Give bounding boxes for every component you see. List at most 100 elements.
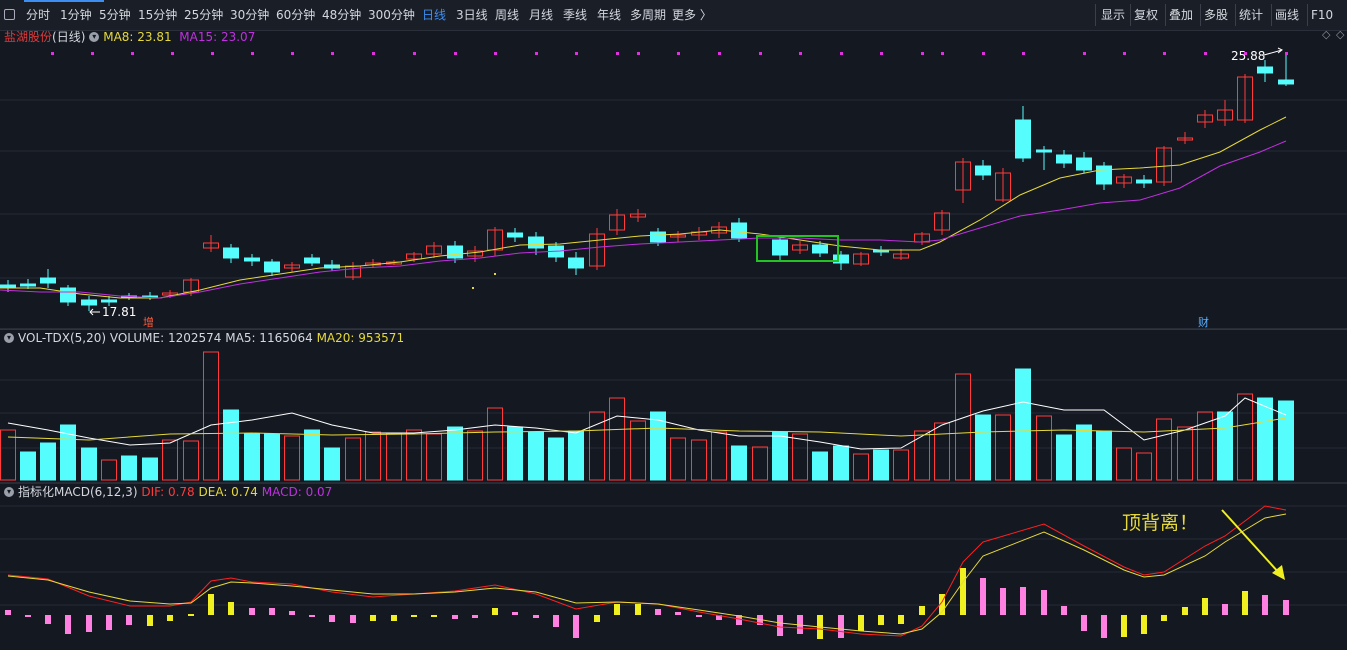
macd-bar-pink [736,615,742,625]
period-tab-9[interactable]: 日线 [422,8,447,22]
macd-bar-yellow [1242,591,1248,615]
volume-bar-up [0,429,16,481]
signal-dot [413,52,416,55]
macd-bar-pink [45,615,51,624]
candle-up [630,213,646,218]
active-underline [24,0,104,2]
toolbar-button-3[interactable]: 多股 [1204,8,1229,22]
signal-dot [51,52,54,55]
toolbar-separator [1307,4,1308,26]
period-tab-6[interactable]: 60分钟 [276,8,316,22]
period-tab-1[interactable]: 1分钟 [60,8,92,22]
period-tab-8[interactable]: 300分钟 [368,8,415,22]
vol-ma20-label: MA20: 953571 [316,331,405,345]
diamond-icon-2[interactable]: ◇ [1336,28,1345,41]
candle-down [1096,165,1112,185]
signal-dot [1123,52,1126,55]
volume-bar-up [284,435,300,481]
macd-bar-pink [777,615,783,636]
volume-panel-header: ▾ VOL-TDX(5,20) VOLUME: 1202574 MA5: 1165… [4,329,404,347]
ma15-label: MA15: 23.07 [179,30,256,44]
volume-bar-down [121,455,137,481]
vol-indicator-label: VOL-TDX(5,20) [18,331,107,345]
candle-up [609,214,625,231]
volume-bar-up [609,397,625,481]
volume-bar-down [812,451,828,481]
period-tab-16[interactable]: 更多 〉 [672,8,712,22]
macd-chart[interactable] [0,484,1347,650]
toolbar-button-4[interactable]: 统计 [1239,8,1264,22]
volume-bar-up [853,453,869,481]
menu-icon[interactable] [4,9,15,20]
toolbar-separator [1095,4,1096,26]
signal-dot [494,52,497,55]
candle-down [833,254,849,264]
macd-bar-pink [329,615,335,622]
macd-bar-pink [1000,588,1006,615]
chevron-down-icon[interactable]: ▾ [4,332,14,343]
candle-down [1257,66,1273,74]
divergence-annotation: 顶背离！ [1122,512,1199,534]
signal-dot [941,52,944,55]
period-tab-11[interactable]: 周线 [495,8,520,22]
candle-up [1237,76,1253,121]
period-tab-13[interactable]: 季线 [563,8,588,22]
period-tab-2[interactable]: 5分钟 [99,8,131,22]
macd-bar-pink [289,611,295,615]
dea-label: DEA: 0.74 [198,485,258,499]
period-tab-15[interactable]: 多周期 [630,8,667,22]
candle-down [1076,157,1092,171]
volume-bar-up [1177,426,1193,481]
volume-bar-down [568,430,584,481]
price-chart[interactable]: 25.88 17.81 增 财 [0,30,1347,330]
macd-bar-pink [1081,615,1087,631]
period-tab-7[interactable]: 48分钟 [322,8,362,22]
candle-up [284,264,300,269]
signal-dot [840,52,843,55]
period-tab-5[interactable]: 30分钟 [230,8,270,22]
period-tab-10[interactable]: 3日线 [456,8,488,22]
candle-up [853,253,869,265]
volume-bar-up [406,429,422,481]
volume-bar-down [507,426,523,481]
volume-bar-up [345,437,361,481]
toolbar-button-5[interactable]: 画线 [1275,8,1300,22]
volume-bar-down [731,445,747,481]
signal-dot [535,52,538,55]
candle-down [568,257,584,269]
highlight-box [756,235,839,262]
candle-down [101,299,117,303]
low-price-label: 17.81 [102,305,136,319]
candle-up [711,226,727,234]
volume-bar-down [548,437,564,481]
volume-bar-up [934,422,950,481]
macd-bar-yellow [147,615,153,626]
volume-chart[interactable] [0,330,1347,484]
period-tab-3[interactable]: 15分钟 [138,8,178,22]
volume-bar-down [447,426,463,481]
period-tab-0[interactable]: 分时 [26,8,51,22]
period-tab-12[interactable]: 月线 [529,8,554,22]
period-tab-14[interactable]: 年线 [597,8,622,22]
candle-up [1197,114,1213,123]
signal-dot [677,52,680,55]
candle-down [40,277,56,284]
toolbar-separator [1165,4,1166,26]
candle-up [670,234,686,238]
toolbar-button-1[interactable]: 复权 [1134,8,1159,22]
macd-bar-yellow [1161,615,1167,621]
volume-bar-down [264,433,280,481]
macd-bar-pink [1101,615,1107,638]
macd-bar-pink [1061,606,1067,615]
toolbar-button-0[interactable]: 显示 [1101,8,1126,22]
macd-bar-yellow [431,615,437,617]
candle-down [975,165,991,176]
toolbar-button-6[interactable]: F10 [1311,8,1334,22]
volume-bar-down [40,442,56,481]
diamond-icon[interactable]: ◇ [1322,28,1331,41]
volume-bar-down [528,431,544,481]
chevron-down-icon[interactable]: ▾ [4,486,14,497]
period-tab-4[interactable]: 25分钟 [184,8,224,22]
chevron-down-icon[interactable]: ▾ [89,31,100,42]
toolbar-button-2[interactable]: 叠加 [1169,8,1194,22]
